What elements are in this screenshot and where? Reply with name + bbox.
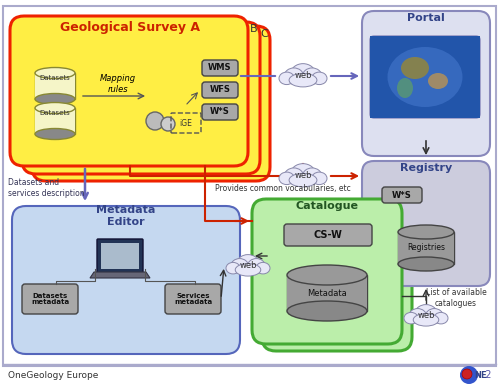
FancyBboxPatch shape [22, 284, 78, 314]
Bar [101, 243, 139, 269]
Ellipse shape [279, 72, 294, 85]
Ellipse shape [35, 93, 75, 105]
Text: NE: NE [474, 371, 486, 379]
Ellipse shape [401, 57, 429, 79]
Ellipse shape [426, 308, 443, 323]
FancyBboxPatch shape [202, 104, 238, 120]
Ellipse shape [256, 262, 270, 274]
Ellipse shape [35, 103, 75, 113]
Text: iGE: iGE [180, 119, 192, 127]
Ellipse shape [289, 73, 317, 87]
Text: Metadata
Editor: Metadata Editor [96, 205, 156, 227]
Text: Metadata: Metadata [307, 288, 347, 298]
Text: WMS: WMS [208, 64, 232, 73]
FancyBboxPatch shape [252, 199, 402, 344]
Ellipse shape [236, 255, 260, 274]
Ellipse shape [413, 313, 439, 326]
Ellipse shape [35, 68, 75, 78]
Ellipse shape [161, 117, 175, 131]
Text: web: web [294, 71, 312, 81]
Ellipse shape [287, 301, 367, 321]
Ellipse shape [226, 262, 240, 274]
Bar [35, 108, 75, 134]
Bar [35, 73, 75, 99]
FancyBboxPatch shape [370, 36, 480, 118]
Ellipse shape [398, 225, 454, 239]
FancyBboxPatch shape [202, 60, 238, 76]
FancyBboxPatch shape [165, 284, 221, 314]
Circle shape [462, 369, 472, 379]
Bar [35, 73, 75, 99]
Text: W*S: W*S [210, 107, 230, 117]
Ellipse shape [404, 312, 418, 324]
Bar [398, 232, 454, 264]
Text: Services
metadata: Services metadata [174, 293, 212, 305]
Ellipse shape [434, 312, 448, 324]
Ellipse shape [35, 129, 75, 139]
Circle shape [460, 366, 478, 384]
Ellipse shape [235, 264, 261, 276]
Text: web: web [294, 171, 312, 181]
Text: WFS: WFS [210, 86, 231, 95]
Ellipse shape [388, 47, 462, 107]
Bar [287, 275, 367, 311]
Text: web: web [240, 261, 257, 271]
Text: Datasets: Datasets [40, 75, 70, 81]
Bar [398, 232, 454, 264]
Ellipse shape [287, 265, 367, 285]
Ellipse shape [428, 73, 448, 89]
Ellipse shape [231, 259, 248, 273]
Ellipse shape [289, 173, 317, 187]
FancyBboxPatch shape [202, 82, 238, 98]
Text: Catalogue: Catalogue [296, 201, 358, 211]
FancyBboxPatch shape [32, 26, 270, 181]
Ellipse shape [397, 78, 413, 98]
FancyBboxPatch shape [22, 22, 260, 174]
Text: Geological Survey A: Geological Survey A [60, 22, 200, 34]
Ellipse shape [409, 308, 426, 323]
FancyBboxPatch shape [362, 11, 490, 156]
Ellipse shape [284, 68, 304, 84]
Text: B: B [250, 24, 258, 34]
Text: Provides common vocabularies, etc: Provides common vocabularies, etc [215, 183, 351, 193]
Text: C: C [260, 29, 268, 39]
Polygon shape [90, 272, 150, 278]
Ellipse shape [312, 72, 327, 85]
Ellipse shape [290, 64, 316, 85]
Text: > 2: > 2 [474, 370, 492, 380]
Text: web: web [417, 312, 435, 320]
Ellipse shape [398, 257, 454, 271]
Text: Mapping
rules: Mapping rules [100, 74, 136, 94]
Ellipse shape [312, 172, 327, 185]
Bar [287, 275, 367, 311]
Ellipse shape [146, 112, 164, 130]
FancyBboxPatch shape [12, 206, 240, 354]
Ellipse shape [290, 164, 316, 185]
Ellipse shape [414, 305, 438, 324]
Ellipse shape [302, 68, 322, 84]
Bar [370, 36, 480, 118]
FancyBboxPatch shape [284, 224, 372, 246]
FancyBboxPatch shape [10, 16, 248, 166]
FancyBboxPatch shape [362, 161, 490, 286]
FancyBboxPatch shape [262, 203, 412, 351]
Text: Registries: Registries [407, 244, 445, 252]
Text: Portal: Portal [407, 13, 445, 23]
Text: W*S: W*S [392, 191, 412, 200]
Bar [35, 108, 75, 134]
Ellipse shape [248, 259, 265, 273]
Text: List of available
catalogues: List of available catalogues [426, 288, 486, 308]
Ellipse shape [302, 168, 322, 184]
Text: Datasets and
services description: Datasets and services description [8, 178, 85, 198]
Text: Datasets: Datasets [40, 110, 70, 116]
Ellipse shape [284, 168, 304, 184]
Text: OneGeology Europe: OneGeology Europe [8, 371, 98, 379]
Ellipse shape [279, 172, 294, 185]
Text: Datasets
metadata: Datasets metadata [31, 293, 69, 305]
FancyBboxPatch shape [382, 187, 422, 203]
FancyBboxPatch shape [97, 239, 143, 273]
Text: Registry: Registry [400, 163, 452, 173]
Text: CS-W: CS-W [314, 230, 342, 240]
Ellipse shape [460, 369, 478, 381]
